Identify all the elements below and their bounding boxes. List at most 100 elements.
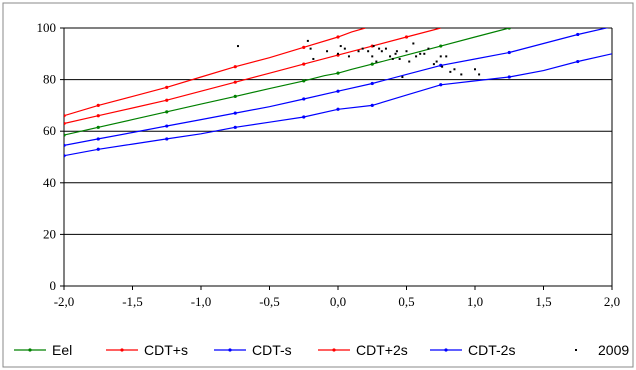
legend-item-cdt-2s: CDT-2s bbox=[430, 342, 515, 358]
series-cdt-s bbox=[64, 28, 609, 147]
series-marker-cdt-2s bbox=[165, 137, 169, 141]
scatter-point bbox=[391, 57, 394, 60]
legend-label: 2009 bbox=[598, 342, 629, 358]
scatter-point bbox=[372, 45, 375, 48]
x-tick-label: 2,0 bbox=[604, 294, 620, 309]
legend: Eel CDT+s CDT-s CDT+2s CDT-2s 2009 bbox=[14, 342, 629, 358]
series-marker-cdt-2s bbox=[64, 114, 66, 118]
scatter-point bbox=[306, 39, 309, 42]
scatter-point bbox=[401, 76, 404, 79]
y-tick-label: 60 bbox=[43, 123, 56, 138]
scatter-point bbox=[389, 55, 392, 58]
series-marker-eel bbox=[96, 125, 100, 129]
scatter-point bbox=[441, 65, 444, 68]
x-tick-label: 1,0 bbox=[467, 294, 483, 309]
series-marker-cdt-2s bbox=[302, 115, 306, 119]
series-marker-cdt-s bbox=[96, 137, 100, 141]
y-tick-label: 100 bbox=[37, 20, 57, 35]
series-marker-cdt-2s bbox=[507, 75, 511, 79]
x-tick-label: -1,5 bbox=[122, 294, 143, 309]
scatter-point bbox=[415, 55, 418, 58]
x-tick-label: 1,5 bbox=[535, 294, 551, 309]
series-marker-cdt-2s bbox=[233, 65, 237, 69]
series-marker-cdt-s bbox=[96, 114, 100, 118]
scatter-point bbox=[460, 73, 463, 76]
scatter-point bbox=[435, 60, 438, 63]
series-marker-cdt-s bbox=[404, 35, 409, 39]
legend-swatch-marker bbox=[444, 348, 448, 352]
scatter-point bbox=[395, 50, 398, 53]
series-marker-cdt-2s bbox=[165, 85, 169, 89]
series-marker-cdt-2s bbox=[96, 103, 100, 107]
series-marker-cdt-2s bbox=[96, 147, 100, 151]
series-marker-cdt-s bbox=[576, 32, 580, 37]
legend-item-cdt-2s: CDT+2s bbox=[318, 342, 408, 358]
series-marker-cdt-2s bbox=[233, 125, 237, 129]
series-marker-cdt-s bbox=[507, 50, 511, 55]
y-tick-label: 80 bbox=[43, 72, 56, 87]
y-tick-label: 20 bbox=[43, 226, 56, 241]
legend-label: Eel bbox=[52, 342, 72, 358]
series-cdt-2s bbox=[64, 53, 612, 158]
x-tick-label: 0,0 bbox=[330, 294, 346, 309]
legend-item-2009: 2009 bbox=[575, 342, 629, 358]
series-marker-cdt-s bbox=[302, 62, 306, 66]
legend-item-eel: Eel bbox=[14, 342, 72, 358]
scatter-point bbox=[343, 47, 346, 50]
series-marker-eel bbox=[302, 79, 306, 83]
legend-item-cdt-s: CDT-s bbox=[214, 342, 292, 358]
scatter-point bbox=[453, 68, 456, 71]
scatter-point bbox=[347, 55, 350, 58]
scatter-point bbox=[432, 63, 435, 66]
scatter-point bbox=[398, 57, 401, 60]
legend-swatch-marker bbox=[120, 348, 124, 352]
scatter-point bbox=[309, 47, 312, 50]
series-marker-cdt-s bbox=[336, 89, 340, 93]
scatter-point bbox=[337, 52, 339, 55]
series-marker-eel bbox=[336, 71, 340, 75]
scatter-point bbox=[384, 47, 387, 50]
series-marker-cdt-2s bbox=[576, 59, 580, 64]
series-marker-cdt-s bbox=[165, 124, 169, 128]
legend-swatch bbox=[575, 349, 577, 351]
scatter-point bbox=[427, 47, 430, 50]
series-marker-cdt-s bbox=[165, 98, 169, 102]
legend-swatch-marker bbox=[28, 348, 32, 352]
series-marker-eel bbox=[64, 133, 66, 137]
series-marker-cdt-s bbox=[233, 80, 237, 84]
series-marker-cdt-2s bbox=[370, 103, 374, 107]
series-marker-cdt-s bbox=[370, 81, 374, 86]
scatter-point bbox=[361, 47, 364, 50]
scatter-point bbox=[408, 60, 411, 63]
legend-label: CDT-2s bbox=[468, 342, 515, 358]
series-marker-cdt-s bbox=[64, 143, 66, 147]
series-marker-eel bbox=[439, 44, 443, 48]
scatter-point bbox=[378, 47, 381, 50]
scatter-point bbox=[419, 52, 422, 55]
scatter-point bbox=[439, 55, 442, 58]
scatter-point bbox=[380, 50, 383, 53]
series-eel bbox=[64, 28, 511, 137]
series-marker-cdt-s bbox=[233, 111, 237, 115]
legend-swatch-marker bbox=[228, 348, 232, 352]
scatter-point bbox=[357, 50, 360, 53]
x-tick-label: -2,0 bbox=[54, 294, 75, 309]
x-tick-label: -1,0 bbox=[191, 294, 212, 309]
series-marker-cdt-2s bbox=[336, 35, 340, 39]
series-line-eel bbox=[64, 28, 510, 136]
gridlines bbox=[64, 27, 612, 235]
scatter-point bbox=[445, 55, 448, 58]
scatter-point bbox=[367, 50, 370, 53]
scatter-point bbox=[423, 52, 426, 55]
scatter-point bbox=[326, 50, 329, 53]
x-tick-label: -0,5 bbox=[259, 294, 280, 309]
scatter-layer bbox=[236, 39, 481, 79]
legend-item-cdt-s: CDT+s bbox=[106, 342, 188, 358]
legend-label: CDT-s bbox=[252, 342, 292, 358]
series-marker-cdt-s bbox=[64, 121, 66, 126]
scatter-point bbox=[405, 50, 408, 53]
legend-label: CDT+s bbox=[144, 342, 188, 358]
scatter-point bbox=[474, 68, 476, 71]
